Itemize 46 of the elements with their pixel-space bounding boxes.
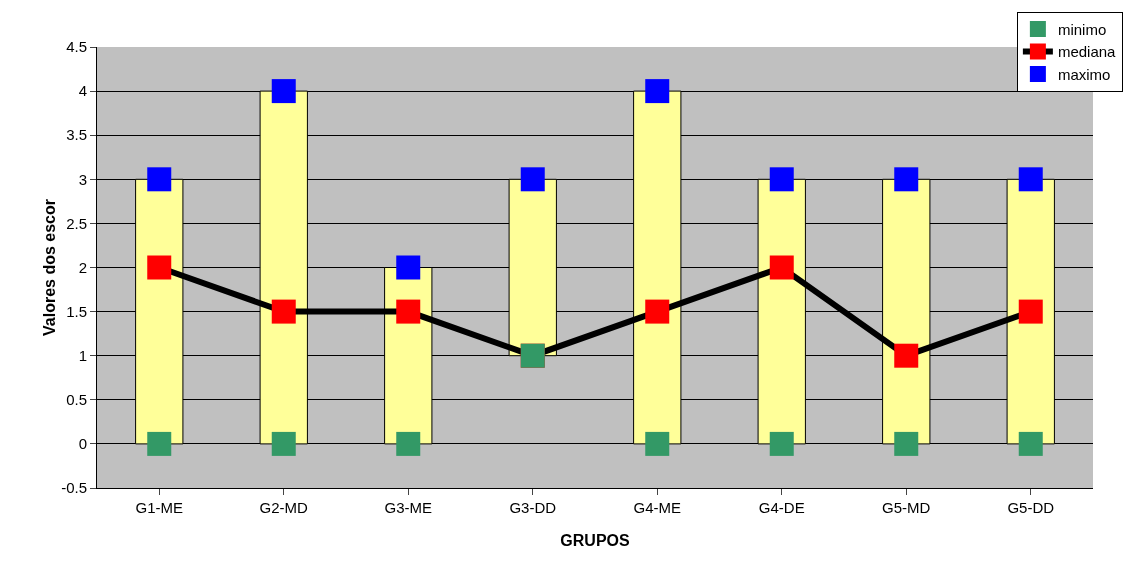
- legend-label: maximo: [1057, 65, 1111, 83]
- point: [1018, 431, 1043, 456]
- point: [147, 167, 172, 192]
- x-tick-label: G3-DD: [509, 499, 557, 516]
- point: [894, 343, 919, 368]
- y-axis-title: Valores dos escor: [41, 199, 58, 336]
- x-tick-label: G2-MD: [259, 499, 309, 516]
- legend-label: mediana: [1057, 43, 1117, 61]
- point: [894, 431, 919, 456]
- y-tick-label: 2: [78, 258, 87, 276]
- point: [769, 167, 794, 192]
- y-tick-label: 0.5: [66, 391, 87, 409]
- point: [271, 79, 296, 104]
- y-tick-label: 1: [78, 346, 87, 364]
- y-tick-label: 0: [78, 435, 87, 453]
- point: [645, 299, 670, 324]
- x-tick-label: G4-DE: [758, 499, 805, 516]
- y-tick-label: 3: [78, 170, 87, 188]
- x-tick-label: G1-ME: [135, 499, 184, 516]
- y-tick-label: 3.5: [66, 126, 87, 144]
- y-tick-label: 4: [78, 82, 87, 100]
- point: [1018, 299, 1043, 324]
- x-tick-label: G4-ME: [633, 499, 682, 516]
- point: [396, 255, 421, 280]
- x-axis-title: GRUPOS: [560, 532, 630, 549]
- y-tick-label: 4.5: [66, 38, 87, 56]
- y-tick-label: 2.5: [66, 214, 87, 232]
- point: [271, 299, 296, 324]
- x-tick-label: G5-MD: [882, 499, 931, 516]
- y-tick-label: -0.5: [61, 479, 87, 497]
- x-tick-label: G3-ME: [384, 499, 433, 516]
- point: [396, 299, 421, 324]
- y-tick-label: 1.5: [66, 302, 87, 320]
- point: [894, 167, 919, 192]
- point: [147, 431, 172, 456]
- x-tick-label: G5-DD: [1007, 499, 1055, 516]
- point: [396, 431, 421, 456]
- point: [271, 431, 296, 456]
- point: [520, 167, 545, 192]
- point: [645, 79, 670, 104]
- point: [645, 431, 670, 456]
- point: [769, 255, 794, 280]
- legend-label: minimo: [1057, 20, 1107, 38]
- point: [147, 255, 172, 280]
- point: [1018, 167, 1043, 192]
- point: [769, 431, 794, 456]
